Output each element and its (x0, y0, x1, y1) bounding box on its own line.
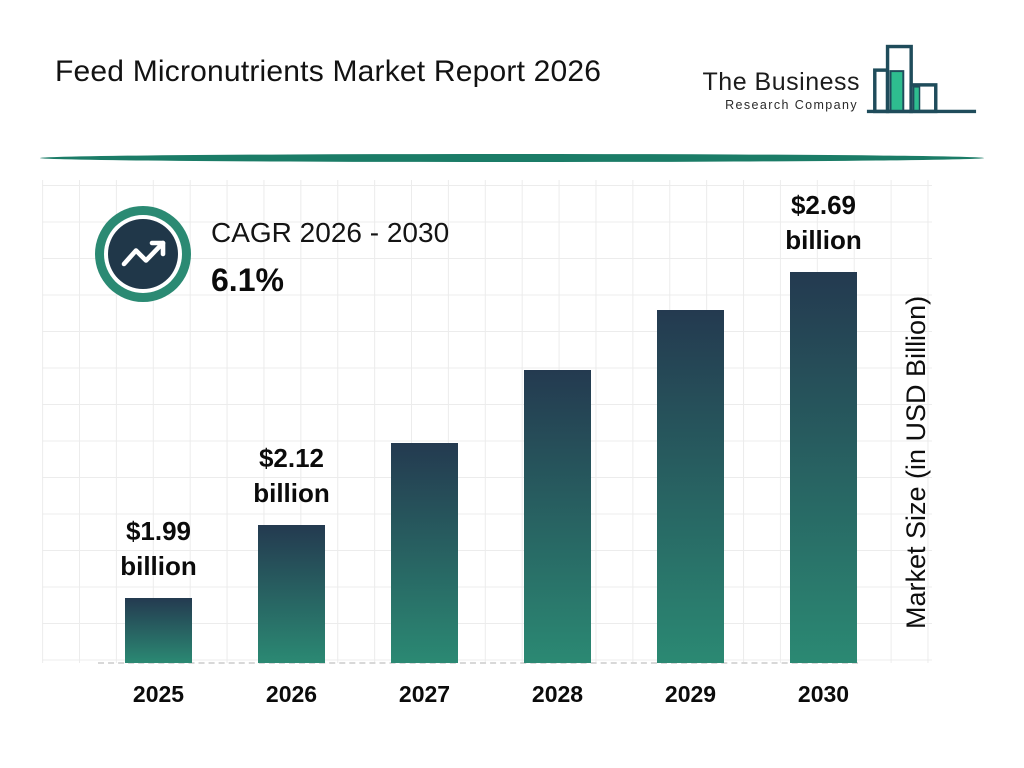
x-axis-baseline (98, 662, 858, 664)
bar-value-amount: $2.12 (258, 443, 325, 473)
bar-value-amount: $2.69 (790, 190, 857, 220)
cagr-period-label: CAGR 2026 - 2030 (211, 217, 450, 248)
bar-chart-skyline-icon (862, 38, 980, 123)
cagr-badge (108, 219, 178, 289)
bar-2028 (524, 370, 591, 663)
company-logo: The Business Research Company (703, 38, 980, 123)
bar-value-amount: $1.99 (125, 516, 192, 546)
x-axis-label-2025: 2025 (132, 681, 185, 707)
bar-value-label-2025: $1.99 billion (69, 514, 249, 584)
chart-plot-area: $1.99 billion $2.12 billion $2.69 billion (42, 180, 932, 664)
company-logo-text: The Business Research Company (703, 68, 860, 112)
logo-subname: Research Company (725, 98, 858, 112)
trending-up-icon (120, 231, 166, 277)
logo-name: The Business (702, 68, 860, 96)
bar-value-unit: billion (120, 551, 197, 581)
y-axis-title: Market Size (in USD Billion) (901, 295, 931, 629)
bar-2029 (657, 310, 724, 663)
cagr-value: 6.1% (211, 262, 284, 298)
bar-value-unit: billion (253, 478, 330, 508)
x-axis-label-2030: 2030 (797, 681, 850, 707)
x-axis-label-2026: 2026 (265, 681, 318, 707)
bar-2030 (790, 272, 857, 663)
x-axis-label-2029: 2029 (664, 681, 717, 707)
bar-2025 (125, 598, 192, 663)
bar-value-unit: billion (785, 225, 862, 255)
divider-line (40, 151, 985, 165)
bar-2026 (258, 525, 325, 663)
bar-value-label-2030: $2.69 billion (734, 188, 914, 258)
x-axis-label-2028: 2028 (531, 681, 584, 707)
x-axis-label-2027: 2027 (398, 681, 451, 707)
page-title: Feed Micronutrients Market Report 2026 (55, 55, 602, 88)
bar-value-label-2026: $2.12 billion (202, 441, 382, 511)
bar-2027 (391, 443, 458, 663)
